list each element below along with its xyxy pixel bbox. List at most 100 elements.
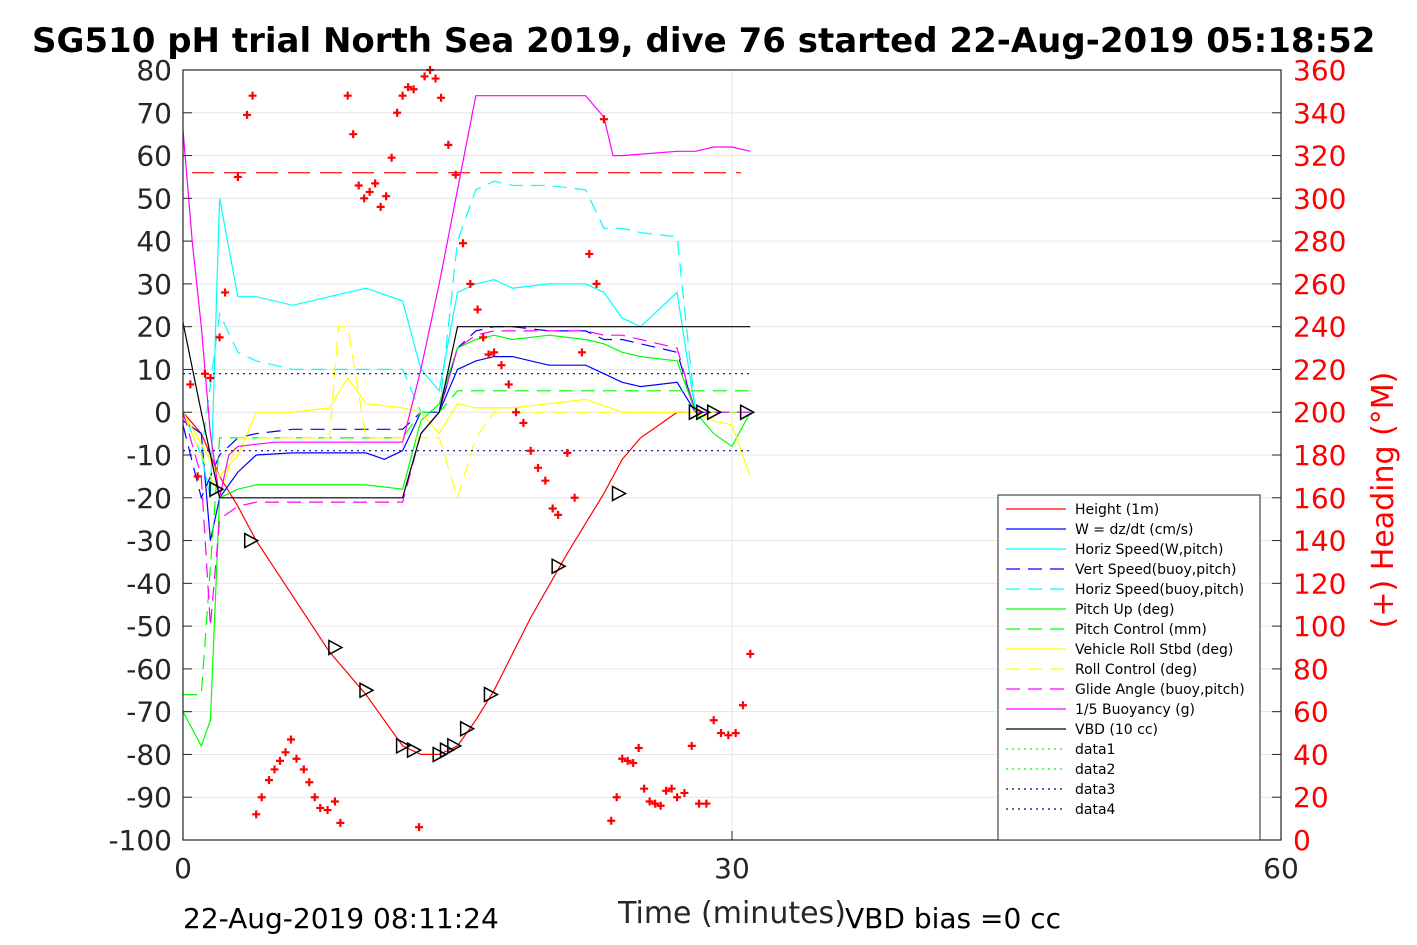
- heading-point: [640, 784, 649, 793]
- right-tick-label: 360: [1293, 54, 1346, 87]
- heading-points: [186, 66, 755, 832]
- y-tick-label: -90: [126, 781, 172, 814]
- heading-point: [382, 192, 391, 201]
- heading-point: [577, 348, 586, 357]
- legend-entry: Horiz Speed(buoy,pitch): [1075, 582, 1244, 598]
- heading-point: [709, 716, 718, 725]
- right-tick-label: 160: [1293, 482, 1346, 515]
- right-tick-label: 320: [1293, 140, 1346, 173]
- heading-point: [343, 91, 352, 100]
- heading-point: [437, 93, 446, 102]
- heading-point: [512, 408, 521, 417]
- heading-point: [248, 91, 257, 100]
- heading-point: [431, 74, 440, 83]
- y-tick-label: -30: [126, 525, 172, 558]
- heading-point: [570, 493, 579, 502]
- heading-point: [504, 380, 513, 389]
- legend-entry: data4: [1075, 802, 1116, 818]
- heading-point: [336, 818, 345, 827]
- footer-timestamp: 22-Aug-2019 08:11:24: [183, 902, 499, 935]
- glider-marker: [447, 737, 463, 755]
- y-tick-label: 40: [136, 225, 172, 258]
- heading-point: [731, 729, 740, 738]
- right-tick-label: 280: [1293, 225, 1346, 258]
- legend-entry: W = dz/dt (cm/s): [1075, 522, 1194, 538]
- heading-point: [323, 806, 332, 815]
- series-line: [182, 356, 751, 541]
- glider-markers: [209, 403, 756, 763]
- heading-point: [634, 744, 643, 753]
- heading-point: [420, 72, 429, 81]
- heading-point: [623, 756, 632, 765]
- heading-point: [330, 797, 339, 806]
- heading-point: [310, 793, 319, 802]
- heading-point: [458, 239, 467, 248]
- heading-point: [354, 181, 363, 190]
- right-tick-label: 180: [1293, 439, 1346, 472]
- y-tick-label: 80: [136, 54, 172, 87]
- heading-point: [292, 754, 301, 763]
- heading-point: [519, 418, 528, 427]
- chart-title: SG510 pH trial North Sea 2019, dive 76 s…: [32, 21, 1375, 61]
- heading-point: [444, 140, 453, 149]
- heading-point: [673, 793, 682, 802]
- heading-point: [534, 463, 543, 472]
- heading-point: [680, 788, 689, 797]
- glider-marker: [611, 485, 628, 502]
- legend: Height (1m) W = dz/dt (cm/s) Horiz Speed(W…: [997, 494, 1261, 841]
- legend-entry: Pitch Up (deg): [1075, 602, 1174, 618]
- heading-point: [554, 510, 563, 519]
- right-tick-label: 0: [1293, 824, 1311, 857]
- heading-point: [281, 748, 290, 757]
- heading-point: [371, 179, 380, 188]
- heading-point: [541, 476, 550, 485]
- legend-entry: 1/5 Buoyancy (g): [1075, 702, 1195, 718]
- heading-point: [365, 187, 374, 196]
- heading-point: [270, 765, 279, 774]
- y-tick-label: -60: [126, 653, 172, 686]
- heading-point: [473, 305, 482, 314]
- legend-box: [997, 494, 1261, 841]
- heading-point: [243, 110, 252, 119]
- glider-marker: [359, 682, 375, 699]
- x-tick-label: 0: [174, 852, 192, 885]
- heading-point: [393, 108, 402, 117]
- legend-entry: Horiz Speed(W,pitch): [1075, 542, 1223, 558]
- right-axis-label: (+) Heading (°M): [1366, 372, 1401, 629]
- heading-point: [275, 756, 284, 765]
- heading-point: [466, 279, 475, 288]
- x-tick-label: 60: [1263, 852, 1299, 885]
- right-tick-label: 100: [1293, 610, 1346, 643]
- heading-point: [415, 823, 424, 832]
- heading-point: [409, 85, 418, 94]
- heading-point: [526, 446, 535, 455]
- heading-point: [221, 288, 230, 297]
- heading-point: [695, 799, 704, 808]
- heading-point: [360, 194, 369, 203]
- heading-point: [563, 448, 572, 457]
- glider-marker: [395, 737, 412, 755]
- legend-entry: data2: [1075, 762, 1115, 778]
- heading-point: [612, 793, 621, 802]
- series-line: [182, 322, 751, 499]
- series-line: [182, 198, 751, 498]
- glider-marker: [688, 403, 704, 421]
- y-tick-label: -100: [108, 824, 172, 857]
- y-tick-label: 30: [136, 268, 172, 301]
- x-axis-label: Time (minutes): [617, 896, 846, 931]
- right-tick-label: 80: [1293, 653, 1329, 686]
- right-tick-label: 40: [1293, 738, 1329, 771]
- glider-marker: [243, 532, 260, 549]
- legend-entry: Vert Speed(buoy,pitch): [1075, 562, 1237, 578]
- glider-marker: [209, 480, 225, 498]
- heading-point: [490, 348, 499, 357]
- y-tick-label: -70: [126, 696, 172, 729]
- heading-point: [618, 754, 627, 763]
- legend-entry: VBD (10 cc): [1075, 722, 1158, 738]
- right-tick-label: 200: [1293, 396, 1346, 429]
- heading-point: [200, 369, 209, 378]
- heading-point: [305, 778, 314, 787]
- heading-point: [746, 649, 755, 658]
- y-tick-label: 50: [136, 182, 172, 215]
- heading-point: [717, 729, 726, 738]
